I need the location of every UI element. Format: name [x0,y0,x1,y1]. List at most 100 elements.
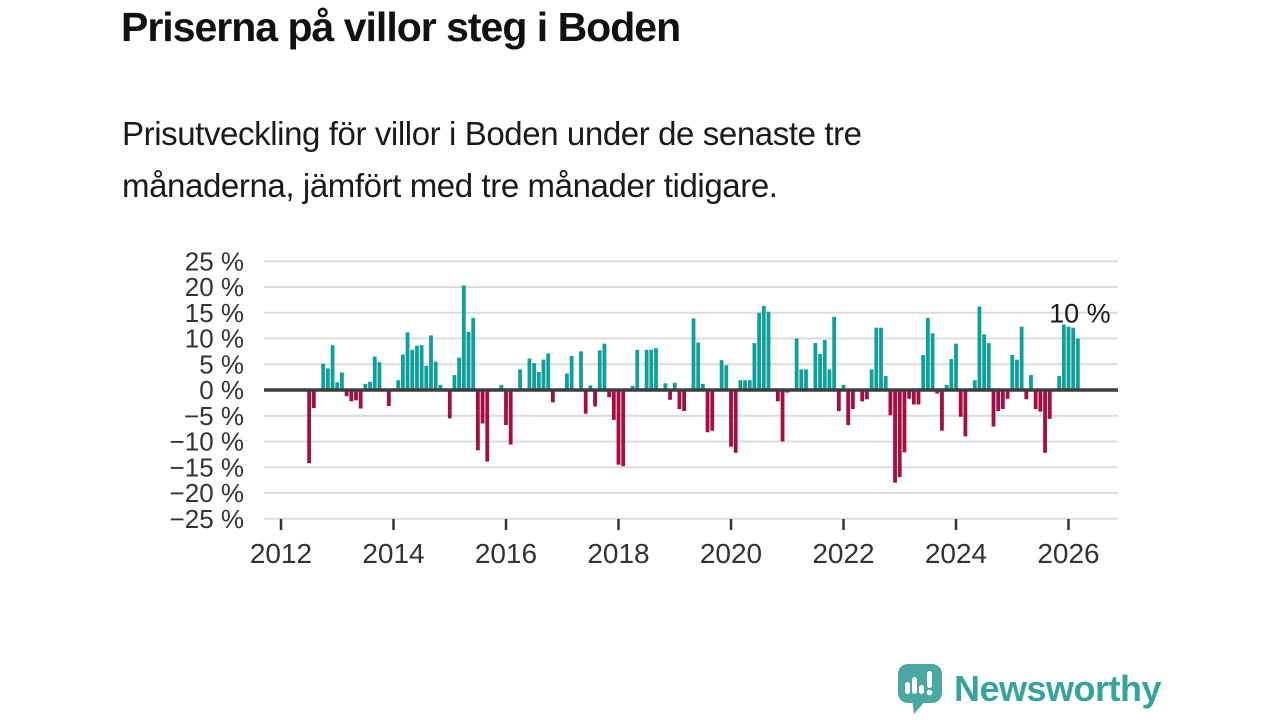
bar-2017-08 [593,390,597,407]
bar-2025-05 [1029,375,1033,390]
x-axis-label-2024: 2024 [925,538,987,569]
bar-2020-01 [729,390,733,447]
bar-2014-04 [405,332,410,390]
bar-2017-07 [588,385,593,391]
bar-2016-04 [518,369,522,390]
bar-2015-04 [461,285,466,390]
subtitle-line-2: månaderna, jämfört med tre månader tidig… [122,167,778,204]
y-axis-label-5: 5 % [199,349,244,379]
bar-2014-02 [396,380,401,390]
bar-2023-06 [921,354,926,390]
bar-2013-01 [335,382,340,390]
y-axis-label-0: 0 % [199,375,244,405]
chart-subtitle: Prisutveckling för villor i Boden under … [122,108,862,212]
bar-2023-10 [940,390,944,431]
bar-2023-05 [916,390,921,405]
bar-2015-06 [471,317,476,390]
y-axis-label-15: 15 % [185,298,244,328]
bar-2023-09 [935,390,940,394]
bar-2018-08 [649,349,654,390]
bar-2024-01 [954,343,958,390]
bar-2013-09 [372,356,377,390]
newsworthy-logo: Newsworthy [897,663,1162,715]
x-axis-label-2020: 2020 [700,538,762,569]
bar-2025-11 [1057,376,1062,391]
bar-2025-01 [1010,354,1015,390]
bar-2026-01 [1066,326,1071,390]
bar-2025-09 [1047,390,1052,419]
bar-2022-01 [841,384,846,390]
bar-2022-10 [883,376,888,391]
bar-2017-11 [607,390,612,398]
bar-2013-04 [349,390,354,402]
bar-2019-08 [705,390,710,433]
bar-2021-08 [818,353,822,390]
bar-2020-03 [738,380,743,390]
bar-2012-08 [311,390,316,409]
bar-2015-02 [452,375,457,390]
bar-2018-11 [663,383,668,391]
x-axis-label-2012: 2012 [250,538,312,569]
bar-2017-12 [611,390,616,420]
bar-2015-09 [485,390,490,462]
bar-2019-05 [691,318,696,390]
y-axis-label-10: 10 % [185,324,244,354]
bar-2012-11 [325,368,330,390]
bar-2019-06 [696,342,701,390]
bar-2013-08 [368,381,372,390]
bar-2022-11 [888,390,893,416]
bar-2014-07 [419,345,424,390]
bar-2015-12 [499,384,504,390]
bar-2026-02 [1071,327,1076,391]
bar-2023-12 [949,359,954,390]
bar-2019-07 [700,383,705,390]
y-axis-label-20: 20 % [185,272,244,302]
last-value-annotation: 10 % [1049,299,1111,329]
bar-2016-02 [508,390,513,445]
bar-2018-02 [621,390,626,467]
bar-2016-09 [541,359,546,391]
bar-2021-10 [827,369,832,390]
bar-2017-05 [579,351,583,391]
bar-2014-10 [433,361,438,391]
bar-2025-03 [1019,326,1024,390]
y-axis-label--10: −10 % [170,427,244,457]
bar-2024-10 [996,390,1001,412]
bar-2013-12 [386,390,391,406]
bar-2020-05 [747,380,752,390]
bar-2019-09 [710,390,715,431]
bar-2019-02 [677,390,682,410]
subtitle-line-1: Prisutveckling för villor i Boden under … [122,115,862,152]
bar-2022-05 [860,390,865,402]
bar-2020-11 [775,390,780,402]
bar-2018-01 [616,390,621,465]
bar-2019-01 [672,382,677,390]
bar-2020-09 [766,311,771,390]
y-axis-label--5: −5 % [184,401,244,431]
bar-2022-09 [879,327,883,391]
newsworthy-bubble-chart-icon [898,664,942,714]
bar-2014-05 [410,349,415,390]
bar-2022-08 [874,327,879,391]
bar-2016-01 [504,390,508,426]
bar-2021-05 [804,369,808,390]
icon-bar-3 [919,685,924,694]
bar-2017-09 [597,350,602,391]
bar-2024-02 [958,390,963,417]
bar-2022-07 [869,369,874,390]
bar-2024-08 [986,343,991,390]
bar-2020-12 [780,390,785,442]
bar-2014-09 [429,335,433,390]
x-axis-label-2022: 2022 [812,538,874,569]
y-axis-label--15: −15 % [170,452,244,482]
bar-2023-01 [897,390,902,478]
bar-2016-07 [532,363,537,390]
bar-2026-03 [1075,338,1080,390]
bar-2013-10 [377,362,382,390]
bar-2019-12 [724,365,729,390]
bar-2017-02 [565,373,569,390]
y-axis-label--25: −25 % [170,504,244,534]
bar-2025-02 [1015,359,1019,391]
bar-2022-12 [893,390,897,483]
